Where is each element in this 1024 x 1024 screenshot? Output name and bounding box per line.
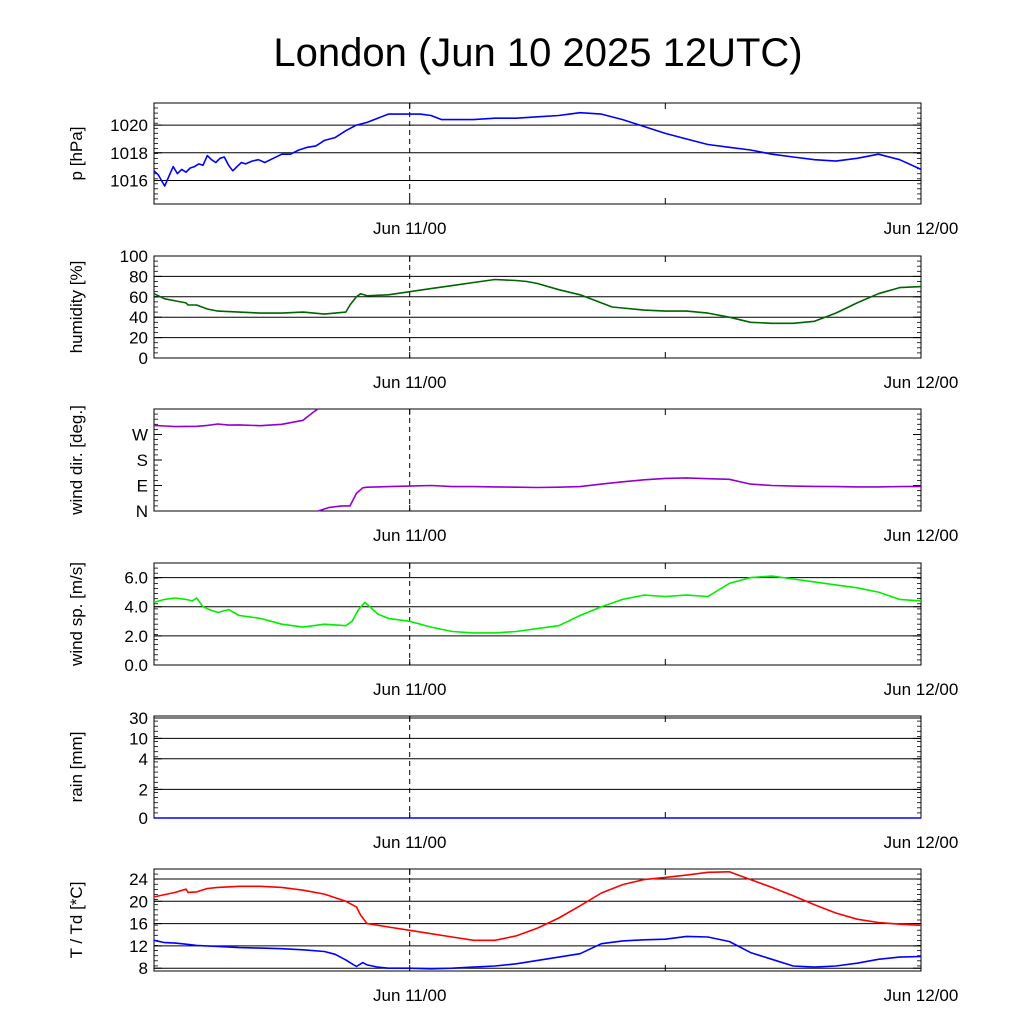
x-tick-label: Jun 11/00 bbox=[373, 373, 446, 392]
x-tick-label: Jun 11/00 bbox=[373, 680, 446, 699]
y-tick-label: 4.0 bbox=[124, 598, 148, 617]
x-tick-label: Jun 11/00 bbox=[373, 526, 446, 545]
y-axis-label: T / Td [*C] bbox=[67, 882, 86, 959]
x-tick-label: Jun 11/00 bbox=[373, 833, 446, 852]
plot-frame bbox=[153, 255, 922, 359]
y-tick-label: 24 bbox=[129, 870, 148, 889]
y-tick-label: 1018 bbox=[110, 144, 148, 163]
panel-temperature: 8 12 16 20 24 T / Td [*C] Jun 11/00 Jun 12/00 bbox=[67, 868, 959, 1005]
y-tick-label: 80 bbox=[129, 267, 148, 286]
y-tick-label: 0.0 bbox=[124, 656, 148, 675]
panel-wind_speed: 0.0 2.0 4.0 6.0 wind sp. [m/s] Jun 11/00 Jun 1… bbox=[67, 562, 958, 699]
y-tick-label: 6.0 bbox=[124, 569, 148, 588]
y-tick-label: S bbox=[137, 451, 148, 470]
series-line-wind_direction-1 bbox=[317, 477, 922, 512]
y-tick-label: 2.0 bbox=[124, 627, 148, 646]
y-tick-label: 20 bbox=[129, 892, 148, 911]
y-tick-label: 0 bbox=[139, 349, 148, 368]
chart-title: London (Jun 10 2025 12UTC) bbox=[273, 31, 802, 75]
x-tick-label: Jun 11/00 bbox=[373, 219, 446, 238]
y-tick-label: 10 bbox=[129, 729, 148, 748]
y-tick-label: 4 bbox=[139, 750, 148, 769]
y-tick-label: E bbox=[137, 477, 148, 496]
y-tick-label: 20 bbox=[129, 329, 148, 348]
y-tick-label: 40 bbox=[129, 308, 148, 327]
y-tick-label: 0 bbox=[139, 809, 148, 828]
plot-frame bbox=[153, 102, 922, 205]
y-axis-label: wind dir. [deg.] bbox=[67, 405, 86, 516]
y-tick-label: W bbox=[132, 426, 148, 445]
y-tick-label: 30 bbox=[129, 709, 148, 728]
x-tick-label: Jun 12/00 bbox=[884, 986, 959, 1005]
plot-frame bbox=[153, 715, 922, 819]
plot-frame bbox=[153, 868, 922, 972]
x-tick-label: Jun 12/00 bbox=[884, 680, 959, 699]
x-tick-label: Jun 12/00 bbox=[884, 526, 959, 545]
plot-frame bbox=[153, 562, 922, 666]
x-tick-label: Jun 12/00 bbox=[884, 833, 959, 852]
series-line-humidity-0 bbox=[153, 278, 922, 325]
series-line-pressure-0 bbox=[153, 111, 922, 187]
y-axis-label: p [hPa] bbox=[67, 127, 86, 181]
x-tick-label: Jun 11/00 bbox=[373, 986, 446, 1005]
y-axis-label: rain [mm] bbox=[67, 732, 86, 803]
y-axis-label: wind sp. [m/s] bbox=[67, 562, 86, 667]
y-tick-label: 8 bbox=[139, 959, 148, 978]
y-tick-label: N bbox=[136, 502, 148, 521]
series-line-temperature-t bbox=[153, 870, 922, 942]
y-tick-label: 12 bbox=[129, 937, 148, 956]
x-tick-label: Jun 12/00 bbox=[884, 373, 959, 392]
y-tick-label: 60 bbox=[129, 288, 148, 307]
y-tick-label: 1020 bbox=[110, 116, 148, 135]
y-tick-label: 16 bbox=[129, 915, 148, 934]
panel-pressure: 1016 1018 1020 p [hPa] Jun 11/00 Jun 12/00 bbox=[67, 102, 959, 238]
y-tick-label: 100 bbox=[120, 247, 148, 266]
series-line-wind_direction-0 bbox=[153, 408, 319, 428]
x-tick-label: Jun 12/00 bbox=[884, 219, 959, 238]
y-tick-label: 1016 bbox=[110, 172, 148, 191]
plot-frame bbox=[153, 408, 922, 512]
series-line-temperature-td bbox=[153, 935, 922, 970]
series-line-wind_speed-0 bbox=[153, 575, 922, 634]
y-axis-label: humidity [%] bbox=[67, 261, 86, 354]
y-tick-label: 2 bbox=[139, 780, 148, 799]
